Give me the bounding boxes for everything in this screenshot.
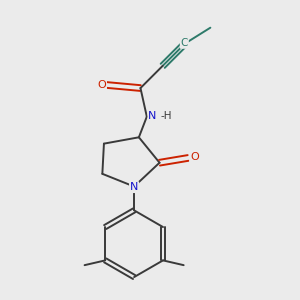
Text: O: O <box>97 80 106 90</box>
Text: -H: -H <box>161 111 172 121</box>
Text: C: C <box>181 38 188 48</box>
Text: N: N <box>148 111 157 121</box>
Text: N: N <box>130 182 138 192</box>
Text: O: O <box>190 152 199 162</box>
